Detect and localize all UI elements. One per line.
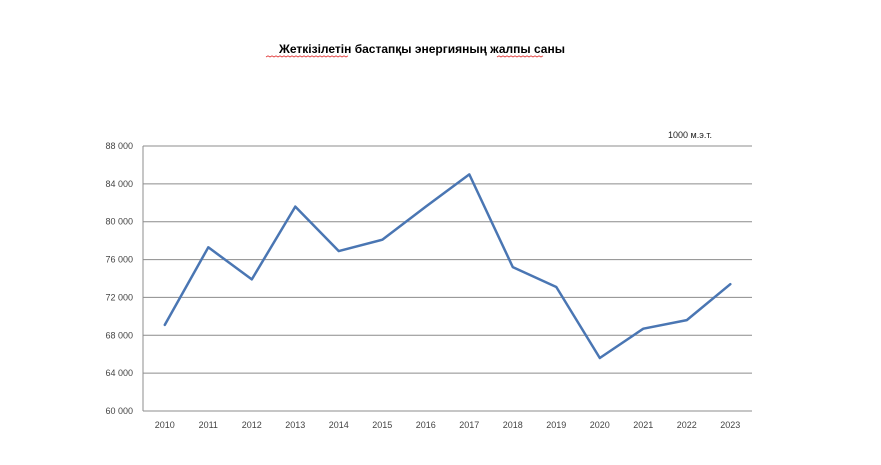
unit-label: 1000 м.э.т. (668, 130, 712, 140)
y-tick-label: 88 000 (105, 141, 133, 151)
y-tick-label: 72 000 (105, 292, 133, 302)
x-tick-label: 2014 (329, 420, 349, 430)
series-group (163, 173, 732, 360)
x-tick-labels: 2010 2011 2012 2013 2014 2015 2016 2017 2018 2019… (155, 420, 741, 430)
x-tick-label: 2015 (372, 420, 392, 430)
spellcheck-underline (496, 55, 544, 58)
spellcheck-underlines (265, 55, 544, 58)
x-tick-label: 2017 (459, 420, 479, 430)
y-tick-label: 64 000 (105, 368, 133, 378)
x-tick-label: 2012 (242, 420, 262, 430)
y-tick-labels: 60 000 64 000 68 000 72 000 76 000 80 000 84 0… (105, 141, 133, 416)
x-tick-label: 2022 (677, 420, 697, 430)
x-tick-label: 2016 (416, 420, 436, 430)
y-tick-label: 80 000 (105, 217, 133, 227)
x-tick-label: 2011 (199, 420, 218, 430)
x-tick-label: 2019 (546, 420, 566, 430)
x-tick-label: 2010 (155, 420, 175, 430)
series-line (163, 173, 732, 360)
y-tick-label: 68 000 (105, 330, 133, 340)
x-tick-label: 2020 (590, 420, 610, 430)
x-tick-label: 2018 (503, 420, 523, 430)
y-tick-label: 84 000 (105, 179, 133, 189)
x-tick-label: 2013 (285, 420, 305, 430)
x-tick-label: 2021 (633, 420, 653, 430)
chart-title: Жеткізілетін бастапқы энергияның жалпы с… (278, 42, 565, 56)
grid-lines (142, 145, 752, 412)
y-tick-label: 76 000 (105, 255, 133, 265)
y-tick-label: 60 000 (105, 406, 133, 416)
spellcheck-underline (265, 55, 349, 58)
x-tick-label: 2023 (720, 420, 740, 430)
